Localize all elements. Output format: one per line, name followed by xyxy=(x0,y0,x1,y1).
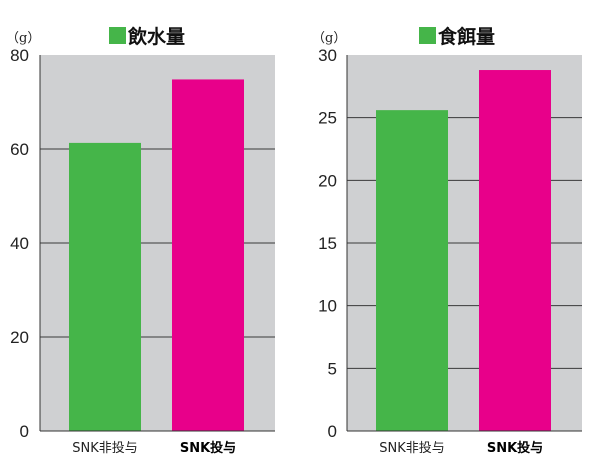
y-ticks-right: 0 5 10 15 20 25 30 xyxy=(318,46,337,441)
y-tick-label-left-80: 80 xyxy=(10,46,29,65)
chart-left: 0 20 40 60 80 （g） 飲水量 SNK非投与 SNK投与 xyxy=(6,25,275,456)
legend-swatch-right xyxy=(419,27,436,44)
legend-label-left: 飲水量 xyxy=(127,25,185,48)
bars-right xyxy=(376,70,551,431)
bar-right-1 xyxy=(479,70,551,431)
y-tick-label-left-20: 20 xyxy=(10,328,29,347)
legend-swatch-left xyxy=(109,27,126,44)
y-tick-label-right-30: 30 xyxy=(318,46,337,65)
unit-label-left: （g） xyxy=(6,31,40,46)
y-tick-label-right-0: 0 xyxy=(328,422,337,441)
y-tick-label-right-10: 10 xyxy=(318,297,337,316)
category-label-left-1: SNK投与 xyxy=(180,440,236,456)
bar-right-0 xyxy=(376,110,448,431)
y-ticks-left: 0 20 40 60 80 xyxy=(10,46,29,441)
y-tick-label-left-60: 60 xyxy=(10,140,29,159)
category-label-right-0: SNK非投与 xyxy=(379,440,445,456)
y-tick-label-right-20: 20 xyxy=(318,171,337,190)
chart-right: 0 5 10 15 20 25 30 （g） 食餌量 SNK非投与 SNK投与 xyxy=(312,25,582,456)
bar-left-1 xyxy=(172,79,244,431)
y-tick-label-right-15: 15 xyxy=(318,234,337,253)
y-tick-label-left-0: 0 xyxy=(20,422,29,441)
bars-left xyxy=(69,79,244,431)
y-tick-label-right-25: 25 xyxy=(318,109,337,128)
category-label-right-1: SNK投与 xyxy=(487,440,543,456)
category-label-left-0: SNK非投与 xyxy=(72,440,138,456)
bar-left-0 xyxy=(69,142,141,431)
y-tick-label-right-5: 5 xyxy=(328,359,337,378)
unit-label-right: （g） xyxy=(312,31,346,46)
y-tick-label-left-40: 40 xyxy=(10,234,29,253)
legend-label-right: 食餌量 xyxy=(438,25,495,48)
